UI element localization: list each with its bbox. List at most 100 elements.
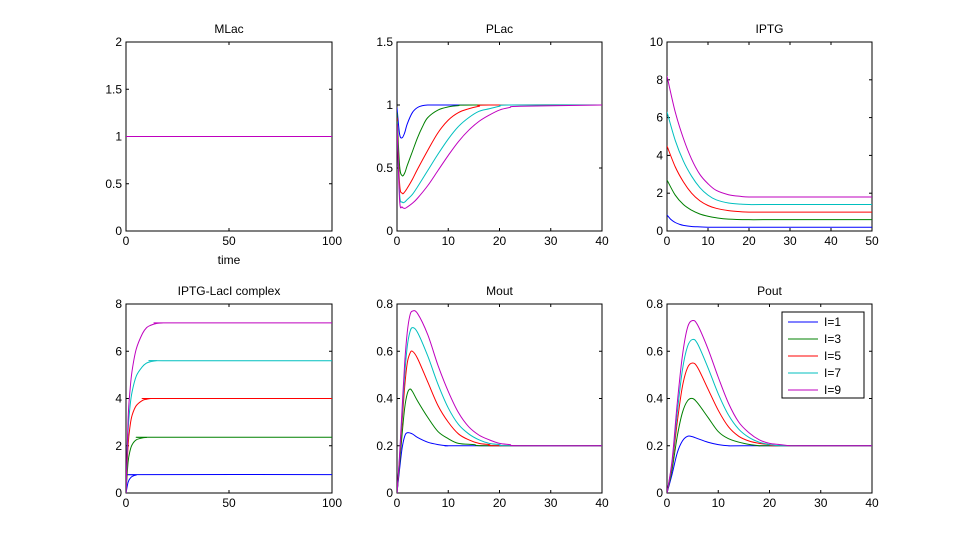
x-tick-label: 20	[763, 496, 777, 510]
y-tick-label: 2	[656, 186, 663, 200]
x-tick-label: 40	[865, 496, 879, 510]
x-tick-label: 0	[394, 496, 401, 510]
x-tick-label: 20	[742, 234, 756, 248]
series-line-i-1	[667, 435, 872, 493]
legend-entry: I=9	[824, 383, 841, 397]
x-tick-label: 0	[394, 234, 401, 248]
series-line-i-1	[667, 214, 872, 228]
y-tick-label: 0.2	[646, 439, 663, 453]
legend-entry: I=3	[824, 332, 841, 346]
series-group	[397, 104, 602, 209]
series-line-i-7	[397, 104, 602, 204]
subplot-title: IPTG-LacI complex	[178, 284, 281, 298]
subplot-mout: Mout 0 10 20 30 40 0 0.2 0.4 0.6 0.8	[376, 284, 609, 510]
y-tick-label: 0.2	[376, 439, 393, 453]
series-group	[126, 322, 332, 493]
y-tick-label: 0	[386, 224, 393, 238]
y-tick-label: 0.5	[105, 177, 122, 191]
subplot-iptg: IPTG 0 10 20 30 40 50 0 2 4 6 8 10	[650, 22, 879, 248]
x-tick-label: 30	[814, 496, 828, 510]
y-tick-label: 1	[386, 98, 393, 112]
axes-frame	[666, 41, 873, 232]
y-tick-label: 1	[115, 130, 122, 144]
x-tick-label: 30	[544, 234, 558, 248]
series-line-i-1	[397, 432, 602, 493]
subplot-iptg-laci-complex: IPTG-LacI complex 0 50 100 0 2 4 6 8	[115, 284, 342, 510]
series-line-i-5	[397, 104, 602, 195]
series-line-i-3	[397, 388, 602, 493]
series-line-i-1	[397, 104, 602, 139]
series-line-i-9	[397, 104, 602, 209]
legend-entry: I=1	[824, 315, 841, 329]
x-tick-label: 40	[824, 234, 838, 248]
y-tick-label: 1.5	[376, 35, 393, 49]
legend: I=1 I=3 I=5 I=7 I=9	[781, 311, 865, 399]
y-tick-label: 8	[656, 73, 663, 87]
subplot-title: IPTG	[755, 22, 783, 36]
y-tick-label: 4	[656, 148, 663, 162]
axes-frame	[396, 303, 603, 494]
x-tick-label: 50	[222, 234, 236, 248]
x-tick-label: 30	[783, 234, 797, 248]
y-tick-label: 0.6	[646, 344, 663, 358]
series-line-i-3	[667, 179, 872, 221]
x-axis-label: time	[218, 253, 241, 267]
legend-entry: I=7	[824, 366, 841, 380]
series-line-i-9	[397, 310, 602, 493]
series-line-i-9	[667, 319, 872, 493]
x-tick-label: 100	[322, 496, 342, 510]
y-tick-label: 6	[656, 111, 663, 125]
series-line-i-9	[126, 322, 332, 493]
y-tick-label: 0.8	[646, 297, 663, 311]
series-line-i-3	[397, 104, 602, 177]
axes-frame	[396, 41, 603, 232]
y-tick-label: 0	[656, 486, 663, 500]
x-tick-label: 30	[544, 496, 558, 510]
series-line-i-5	[667, 145, 872, 213]
subplot-title: PLac	[486, 22, 513, 36]
series-line-i-5	[397, 350, 602, 493]
y-tick-label: 0.4	[646, 392, 663, 406]
series-line-i-5	[126, 397, 332, 493]
x-tick-label: 10	[442, 496, 456, 510]
y-tick-label: 1.5	[105, 82, 122, 96]
y-tick-label: 6	[115, 344, 122, 358]
series-line-i-1	[126, 474, 332, 493]
y-tick-label: 8	[115, 297, 122, 311]
subplot-title: Pout	[757, 284, 782, 298]
x-tick-label: 100	[322, 234, 342, 248]
series-group	[397, 310, 602, 493]
y-tick-label: 2	[115, 439, 122, 453]
y-tick-label: 10	[650, 35, 664, 49]
y-tick-label: 0	[656, 224, 663, 238]
y-tick-label: 0.6	[376, 344, 393, 358]
x-tick-label: 40	[595, 496, 609, 510]
series-line-i-3	[667, 397, 872, 493]
x-tick-label: 50	[222, 496, 236, 510]
x-tick-label: 0	[123, 496, 130, 510]
x-tick-label: 40	[595, 234, 609, 248]
series-line-i-3	[126, 436, 332, 493]
x-tick-label: 0	[123, 234, 130, 248]
x-tick-label: 20	[493, 496, 507, 510]
subplot-plac: PLac 0 10 20 30 40 0 0.5 1 1.5	[376, 22, 609, 248]
legend-box	[781, 311, 865, 399]
series-line-i-7	[667, 338, 872, 493]
y-tick-label: 0.4	[376, 392, 393, 406]
subplot-title: MLac	[214, 22, 243, 36]
y-tick-label: 0.5	[376, 161, 393, 175]
series-line-i-9	[667, 75, 872, 198]
series-group	[667, 319, 872, 493]
x-tick-label: 10	[701, 234, 715, 248]
y-tick-label: 2	[115, 35, 122, 49]
x-tick-label: 10	[442, 234, 456, 248]
series-line-i-7	[667, 111, 872, 206]
y-tick-label: 4	[115, 392, 122, 406]
series-group	[667, 75, 872, 228]
subplot-mlac: MLac 0 50 100 0 0.5 1 1.5 2 time	[105, 22, 342, 267]
series-line-i-7	[126, 360, 332, 493]
y-tick-label: 0	[115, 224, 122, 238]
